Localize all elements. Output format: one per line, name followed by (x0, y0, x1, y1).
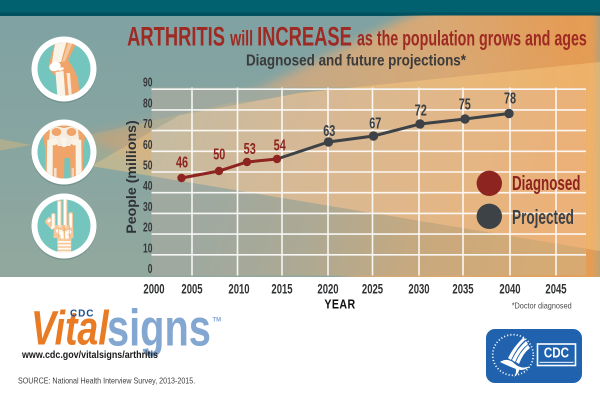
svg-text:2000: 2000 (143, 280, 164, 296)
svg-text:TM: TM (213, 318, 222, 324)
svg-text:70: 70 (143, 118, 152, 132)
svg-text:2005: 2005 (181, 280, 202, 296)
svg-text:*Doctor diagnosed: *Doctor diagnosed (512, 301, 572, 311)
svg-text:signs: signs (107, 298, 211, 356)
svg-text:Projected: Projected (512, 206, 574, 228)
svg-text:50: 50 (143, 159, 152, 173)
svg-text:Diagnosed and future projectio: Diagnosed and future projections* (246, 53, 466, 70)
svg-text:67: 67 (369, 115, 381, 133)
svg-text:2045: 2045 (545, 280, 566, 296)
svg-text:2025: 2025 (362, 280, 383, 296)
svg-text:78: 78 (504, 89, 516, 107)
svg-text:10: 10 (143, 242, 152, 256)
svg-text:Diagnosed: Diagnosed (512, 172, 580, 194)
svg-text:63: 63 (323, 122, 335, 140)
svg-text:53: 53 (244, 140, 256, 158)
svg-text:YEAR: YEAR (324, 298, 355, 312)
svg-text:People (millions): People (millions) (124, 120, 140, 234)
svg-text:46: 46 (176, 153, 188, 171)
svg-text:72: 72 (415, 101, 427, 119)
svg-text:2035: 2035 (452, 280, 473, 296)
svg-text:www.cdc.gov/vitalsigns/arthrit: www.cdc.gov/vitalsigns/arthritis (21, 349, 158, 361)
svg-text:60: 60 (143, 138, 152, 152)
svg-text:50: 50 (213, 145, 225, 163)
svg-text:75: 75 (459, 95, 471, 113)
svg-text:ARTHRITIS will INCREASE as the: ARTHRITIS will INCREASE as the populatio… (127, 21, 587, 51)
svg-text:54: 54 (274, 137, 286, 155)
svg-text:30: 30 (143, 200, 152, 214)
svg-text:2015: 2015 (271, 280, 292, 296)
svg-text:2030: 2030 (408, 280, 429, 296)
svg-text:Vital: Vital (31, 302, 110, 356)
svg-text:2040: 2040 (499, 280, 520, 296)
svg-text:0: 0 (148, 262, 153, 276)
svg-text:SOURCE: National Health Interv: SOURCE: National Health Interview Survey… (18, 376, 195, 386)
svg-text:90: 90 (143, 76, 152, 90)
svg-text:2010: 2010 (228, 280, 249, 296)
svg-text:80: 80 (143, 97, 152, 111)
svg-text:20: 20 (143, 221, 152, 235)
svg-text:2020: 2020 (317, 280, 338, 296)
svg-text:CDC: CDC (544, 344, 570, 361)
svg-text:CDC: CDC (70, 309, 94, 320)
svg-text:40: 40 (143, 180, 152, 194)
